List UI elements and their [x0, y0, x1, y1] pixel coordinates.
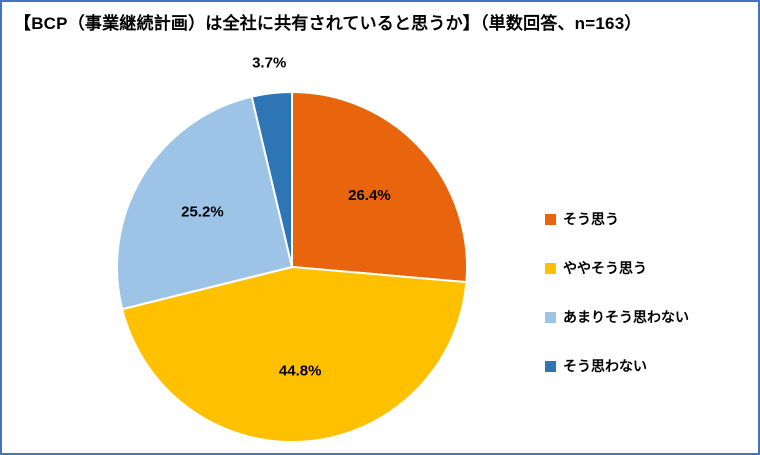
- chart-title: 【BCP（事業継続計画）は全社に共有されていると思うか】（単数回答、n=163）: [14, 14, 642, 33]
- legend-swatch-4: [545, 361, 556, 372]
- legend-swatch-3: [545, 312, 556, 323]
- legend-item-3: あまりそう思わない: [545, 309, 689, 326]
- pie-slice-3: [115, 95, 293, 311]
- legend-item-4: そう思わない: [545, 358, 689, 375]
- legend-item-2: ややそう思う: [545, 260, 689, 277]
- legend-label-2: ややそう思う: [563, 260, 647, 276]
- legend-label-4: そう思わない: [563, 358, 647, 374]
- slice-label-4: 3.7%: [252, 54, 286, 71]
- legend: そう思うややそう思うあまりそう思わない そう思わない: [545, 211, 689, 375]
- pie-slice-2: [121, 266, 468, 443]
- slice-label-2: 44.8%: [279, 363, 322, 380]
- pie-slice-4: [250, 91, 293, 268]
- legend-swatch-1: [545, 214, 556, 225]
- slice-label-3: 25.2%: [181, 203, 224, 220]
- pie-slice-1: [291, 91, 468, 284]
- legend-swatch-2: [545, 263, 556, 274]
- legend-item-1: そう思う: [545, 211, 689, 228]
- legend-label-1: そう思う: [563, 211, 619, 227]
- legend-label-3: あまりそう思わない: [563, 309, 689, 325]
- slice-label-1: 26.4%: [348, 187, 391, 204]
